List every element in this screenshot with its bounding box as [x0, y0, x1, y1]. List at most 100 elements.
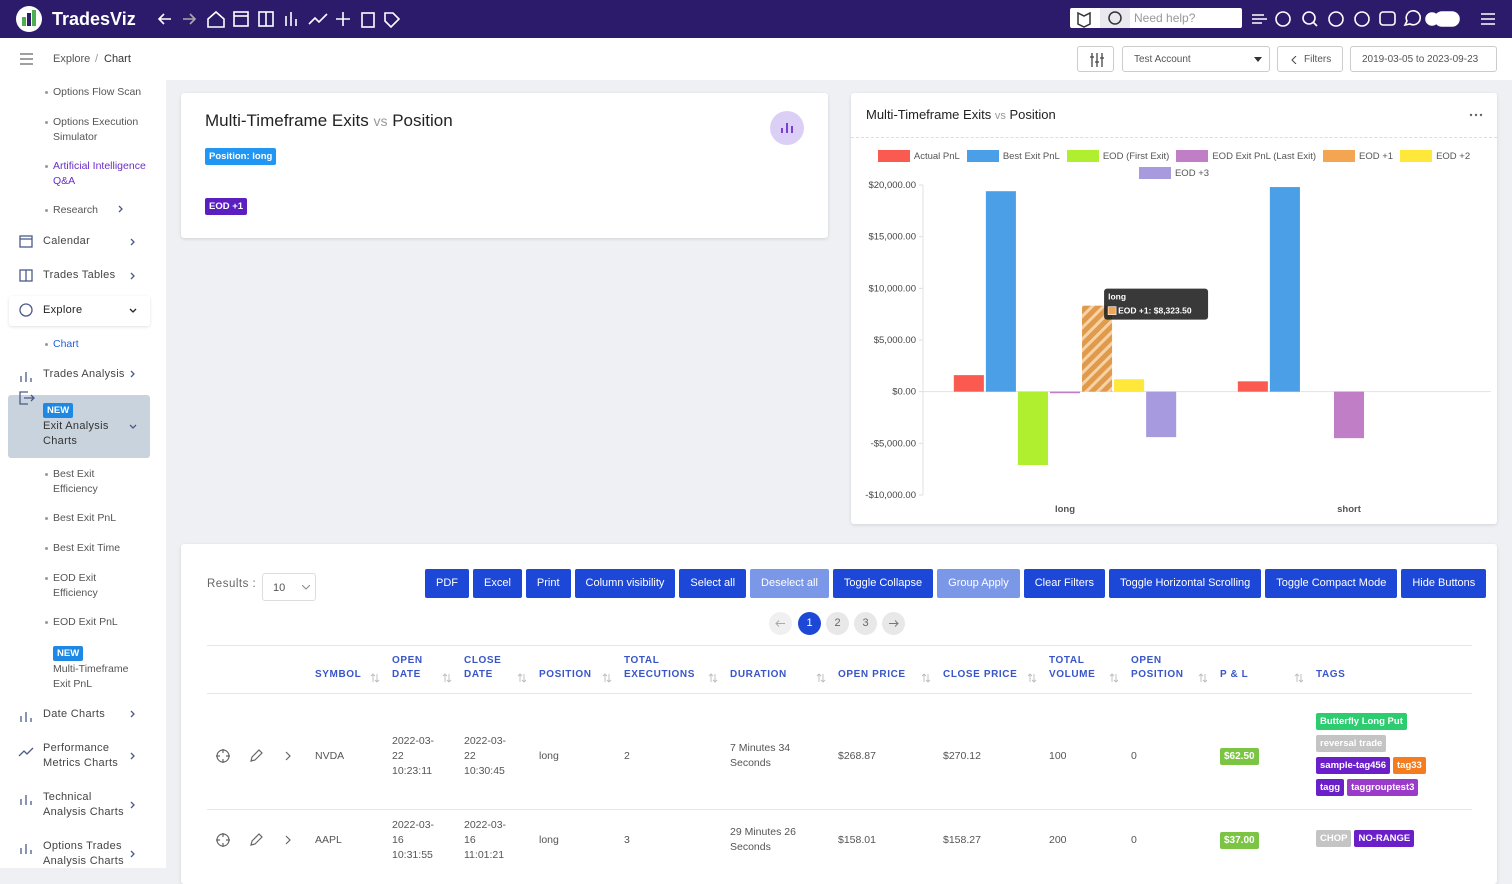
nav-item[interactable]: Multi-Timeframe Exit PnL — [53, 663, 129, 690]
table-button[interactable]: Column visibility — [574, 569, 676, 598]
more-menu[interactable] — [1469, 113, 1483, 117]
chart-title: Multi-Timeframe Exits vs Position — [866, 107, 1056, 122]
column-header[interactable]: TOTAL VOLUME — [1049, 655, 1096, 680]
chart-icon[interactable] — [770, 111, 804, 145]
column-header[interactable]: DURATION — [730, 669, 787, 680]
sort-icon[interactable] — [921, 670, 931, 688]
nav-item[interactable]: Technical Analysis Charts — [43, 791, 124, 818]
sort-icon[interactable] — [1198, 670, 1208, 688]
date-range[interactable]: 2019-03-05 to 2023-09-23 — [1350, 46, 1497, 72]
nav-item[interactable]: Best Exit Time — [53, 542, 121, 554]
sort-icon[interactable] — [1027, 670, 1037, 688]
nav-item[interactable]: Trades Tables — [43, 269, 116, 281]
account-select[interactable]: Test Account — [1122, 46, 1270, 72]
sort-icon[interactable] — [602, 670, 612, 688]
next-page[interactable] — [882, 612, 905, 635]
nav-item[interactable]: Calendar — [43, 235, 91, 247]
table-button[interactable]: Print — [525, 569, 571, 598]
prev-page[interactable] — [769, 612, 792, 635]
nav-item[interactable]: Artificial Intelligence Q&A — [53, 160, 146, 187]
help-search[interactable]: Need help? — [1070, 8, 1242, 28]
nav-item[interactable]: Trades Analysis — [43, 368, 125, 380]
filters-button[interactable]: Filters — [1277, 46, 1343, 72]
nav-item[interactable]: Best Exit PnL — [53, 512, 117, 524]
table-button[interactable]: Deselect all — [750, 569, 829, 598]
sort-icon[interactable] — [1109, 670, 1119, 688]
nav-item[interactable]: Date Charts — [43, 708, 105, 720]
column-header[interactable]: POSITION — [539, 669, 592, 680]
menu-icon[interactable] — [19, 53, 35, 65]
nav-item[interactable]: Best Exit Efficiency — [53, 468, 98, 495]
cell[interactable]: NVDA — [315, 749, 345, 762]
page-size-select[interactable]: 10 — [262, 573, 316, 601]
cell: long — [539, 833, 559, 846]
sort-icon[interactable] — [708, 670, 718, 688]
nav-item[interactable]: Chart — [53, 338, 79, 350]
sort-icon[interactable] — [816, 670, 826, 688]
nav-item[interactable]: Options Execution Simulator — [53, 116, 139, 143]
trade-tag[interactable]: Butterfly Long Put — [1316, 713, 1407, 730]
sort-icon[interactable] — [442, 670, 452, 688]
trade-tag[interactable]: CHOP — [1316, 830, 1352, 847]
crumb-parent[interactable]: Explore — [53, 53, 91, 65]
sort-icon[interactable] — [1294, 670, 1304, 688]
legend: Actual PnL Best Exit PnL EOD (First Exit) E… — [866, 150, 1482, 179]
column-header[interactable]: P & L — [1220, 669, 1249, 680]
sort-arrows — [1294, 673, 1304, 683]
bullet — [45, 517, 48, 520]
cell: 2 — [624, 749, 630, 762]
bar — [1146, 391, 1177, 438]
tooltip-box — [1104, 288, 1209, 320]
column-header[interactable]: CLOSE DATE — [464, 655, 502, 680]
page-button[interactable]: 3 — [854, 612, 877, 635]
trade-tag[interactable]: tag33 — [1393, 757, 1426, 774]
page-button[interactable]: 1 — [798, 612, 821, 635]
bullet — [45, 473, 48, 476]
column-header[interactable]: OPEN POSITION — [1131, 655, 1184, 680]
sort-icon[interactable] — [370, 670, 380, 688]
column-header[interactable]: OPEN PRICE — [838, 669, 906, 680]
row-actions[interactable] — [215, 748, 297, 769]
cell[interactable]: AAPL — [315, 833, 342, 846]
sort-arrows — [1027, 673, 1037, 683]
cell: 0 — [1131, 833, 1137, 846]
page-size: 10 — [273, 582, 286, 594]
bullet — [45, 91, 48, 94]
table-button[interactable]: Select all — [679, 569, 747, 598]
column-header[interactable]: TOTAL EXECUTIONS — [624, 655, 696, 680]
nav-item[interactable]: Research — [53, 204, 98, 216]
bar — [953, 375, 984, 392]
pnl-badge: $37.00 — [1220, 832, 1259, 849]
table-button[interactable]: Hide Buttons — [1401, 569, 1487, 598]
nav-item[interactable]: EOD Exit PnL — [53, 616, 118, 628]
table-button[interactable]: Group Apply — [937, 569, 1020, 598]
nav-item[interactable]: Performance Metrics Charts — [43, 742, 119, 769]
trade-tag[interactable]: sample-tag456 — [1316, 757, 1391, 774]
column-header[interactable]: OPEN DATE — [392, 655, 423, 680]
trade-tag[interactable]: taggrouptest3 — [1347, 779, 1419, 796]
table-button[interactable]: Toggle Horizontal Scrolling — [1109, 569, 1262, 598]
settings-button[interactable] — [1077, 46, 1114, 72]
rule — [207, 693, 1472, 694]
trade-tag[interactable]: tagg — [1316, 779, 1345, 796]
brand[interactable]: TradesViz — [52, 9, 136, 29]
sort-icon[interactable] — [517, 670, 527, 688]
trade-tag[interactable]: reversal trade — [1316, 735, 1387, 752]
page-button[interactable]: 2 — [826, 612, 849, 635]
column-header[interactable]: CLOSE PRICE — [943, 669, 1018, 680]
nav-item[interactable]: Options Flow Scan — [53, 86, 142, 98]
column-header[interactable]: SYMBOL — [315, 669, 362, 680]
column-header[interactable]: TAGS — [1316, 669, 1346, 680]
nav-item[interactable]: Options Trades Analysis Charts — [43, 840, 124, 867]
bar — [1082, 305, 1113, 392]
trade-tag[interactable]: NO-RANGE — [1354, 830, 1415, 847]
row-actions[interactable] — [215, 832, 297, 853]
table-button[interactable]: Excel — [473, 569, 522, 598]
nav-item[interactable]: EOD Exit Efficiency — [53, 572, 98, 599]
table-button[interactable]: Toggle Collapse — [832, 569, 934, 598]
nav-item[interactable]: Explore — [43, 304, 83, 316]
table-button[interactable]: Toggle Compact Mode — [1265, 569, 1398, 598]
table-button[interactable]: PDF — [425, 569, 469, 598]
nav-item[interactable]: Exit Analysis Charts — [43, 420, 109, 447]
table-button[interactable]: Clear Filters — [1023, 569, 1106, 598]
